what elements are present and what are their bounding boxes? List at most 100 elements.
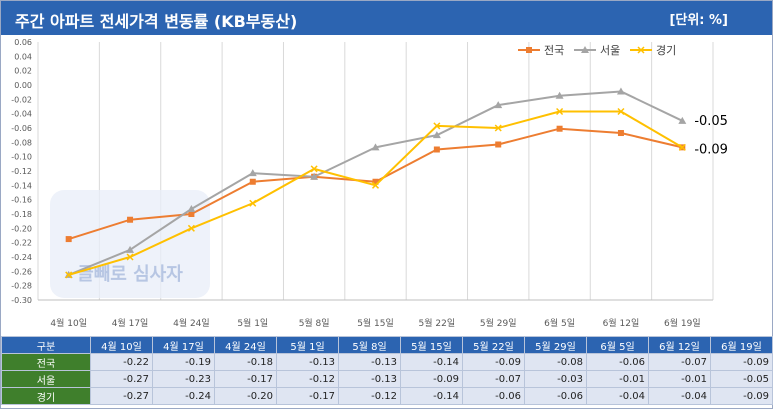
row-label: 서울 xyxy=(1,370,91,388)
data-point xyxy=(126,253,134,261)
x-tick-label: 6월 5일 xyxy=(544,317,575,329)
y-tick-label: -0.08 xyxy=(11,138,32,147)
x-tick-label: 6월 12일 xyxy=(603,317,640,329)
data-point xyxy=(616,87,625,95)
table-row: 서울 -0.27 -0.23 -0.17 -0.12 -0.13 -0.09 -0.07 -0.… xyxy=(1,370,773,388)
data-point xyxy=(678,116,687,124)
data-point xyxy=(617,130,624,137)
table-cell: -0.17 xyxy=(214,370,277,388)
table-cell: -0.14 xyxy=(400,353,463,371)
table-cell: -0.05 xyxy=(710,370,773,388)
y-tick-label: -0.18 xyxy=(11,210,32,219)
data-point xyxy=(432,131,441,139)
line-chart: 0.06 0.04 0.02 0.00 -0.02 -0.04 -0.06 -0.08 -0.1… xyxy=(11,38,728,329)
data-point xyxy=(555,91,564,99)
table-cell: -0.17 xyxy=(276,387,339,405)
table-column-header: 6월 5일 xyxy=(586,336,649,354)
table-column-header: 6월 19일 xyxy=(710,336,773,354)
table-cell: -0.20 xyxy=(214,387,277,405)
data-point xyxy=(494,124,502,132)
data-point xyxy=(249,199,257,207)
data-point xyxy=(371,181,380,189)
table-cell: -0.24 xyxy=(152,387,215,405)
table-cell: -0.06 xyxy=(586,353,649,371)
end-value-label: -0.05 xyxy=(694,114,728,129)
x-tick-label: 6월 19일 xyxy=(664,317,701,329)
table-column-header: 5월 29일 xyxy=(524,336,587,354)
end-value-label: -0.09 xyxy=(694,143,728,158)
table-column-header: 5월 1일 xyxy=(276,336,339,354)
table-cell: -0.01 xyxy=(586,370,649,388)
table-column-header: 4월 24일 xyxy=(214,336,277,354)
unit-label: [단위: %] xyxy=(669,13,728,28)
y-tick-label: -0.20 xyxy=(11,224,32,233)
y-tick-label: -0.02 xyxy=(11,95,32,104)
y-tick-label: 0.02 xyxy=(14,67,32,76)
data-point xyxy=(187,204,196,212)
x-tick-label: 4월 24일 xyxy=(173,317,210,329)
table-cell: -0.19 xyxy=(152,353,215,371)
table-cell: -0.04 xyxy=(648,387,711,405)
table-cell: -0.06 xyxy=(462,387,525,405)
data-table: 구분 4월 10일 4월 17일 4월 24일 5월 1일 5월 8일 5월 15일 5월 2… xyxy=(1,336,773,405)
table-column-header: 4월 10일 xyxy=(90,336,153,354)
table-cell: -0.06 xyxy=(524,387,587,405)
row-label: 경기 xyxy=(1,387,91,405)
table-cell: -0.03 xyxy=(524,370,587,388)
table-cell: -0.01 xyxy=(648,370,711,388)
data-point xyxy=(310,165,318,173)
data-point xyxy=(248,169,257,177)
data-point xyxy=(556,107,564,116)
chart-title: 주간 아파트 전세가격 변동률 (KB부동산) xyxy=(15,12,298,31)
data-point xyxy=(310,172,319,180)
table-cell: -0.07 xyxy=(462,370,525,388)
data-point xyxy=(617,107,625,116)
y-tick-label: -0.26 xyxy=(11,267,32,276)
data-point xyxy=(495,141,502,148)
table-column-header: 5월 22일 xyxy=(462,336,525,354)
table-row: 경기 -0.27 -0.24 -0.20 -0.17 -0.12 -0.14 -0.06 -0.… xyxy=(1,387,773,405)
row-label: 전국 xyxy=(1,353,91,371)
data-point xyxy=(433,146,440,153)
x-tick-label: 5월 15일 xyxy=(357,317,394,329)
table-cell: -0.09 xyxy=(710,353,773,371)
legend-label: 전국 xyxy=(544,44,564,57)
y-tick-label: 0.04 xyxy=(14,52,32,61)
data-point xyxy=(556,125,563,132)
data-point xyxy=(249,178,256,185)
x-tick-label: 5월 29일 xyxy=(480,317,517,329)
table-corner-header: 구분 xyxy=(1,336,91,354)
table-column-header: 6월 12일 xyxy=(648,336,711,354)
data-point xyxy=(187,224,195,232)
y-tick-label: -0.12 xyxy=(11,167,32,176)
watermark-text: 글빼로 심사자 xyxy=(77,264,183,285)
table-cell: -0.13 xyxy=(276,353,339,371)
table-row: 전국 -0.22 -0.19 -0.18 -0.13 -0.13 -0.14 -0.09 -0.… xyxy=(1,353,773,371)
table-cell: -0.22 xyxy=(90,353,153,371)
legend-label: 서울 xyxy=(600,44,620,57)
data-point xyxy=(372,178,379,185)
legend-marker xyxy=(581,46,589,53)
y-tick-label: 0.00 xyxy=(14,81,32,90)
y-tick-label: -0.22 xyxy=(11,239,32,248)
y-tick-label: -0.06 xyxy=(11,124,32,133)
table-cell: -0.18 xyxy=(214,353,277,371)
data-point xyxy=(126,245,135,253)
table-cell: -0.09 xyxy=(462,353,525,371)
table-cell: -0.08 xyxy=(524,353,587,371)
data-point xyxy=(678,143,686,151)
table-header-row: 구분 4월 10일 4월 17일 4월 24일 5월 1일 5월 8일 5월 15일 5월 2… xyxy=(1,336,773,354)
data-point xyxy=(494,101,503,109)
x-tick-label: 4월 10일 xyxy=(50,317,87,329)
y-tick-label: 0.06 xyxy=(14,38,32,47)
data-point xyxy=(65,236,72,243)
y-tick-label: -0.30 xyxy=(11,296,32,305)
x-tick-label: 5월 22일 xyxy=(419,317,456,329)
table-cell: -0.27 xyxy=(90,370,153,388)
table-cell: -0.09 xyxy=(400,370,463,388)
legend-label: 경기 xyxy=(656,44,676,57)
table-cell: -0.04 xyxy=(586,387,649,405)
legend-marker xyxy=(637,46,645,54)
data-point xyxy=(371,143,380,151)
table-cell: -0.12 xyxy=(338,387,401,405)
